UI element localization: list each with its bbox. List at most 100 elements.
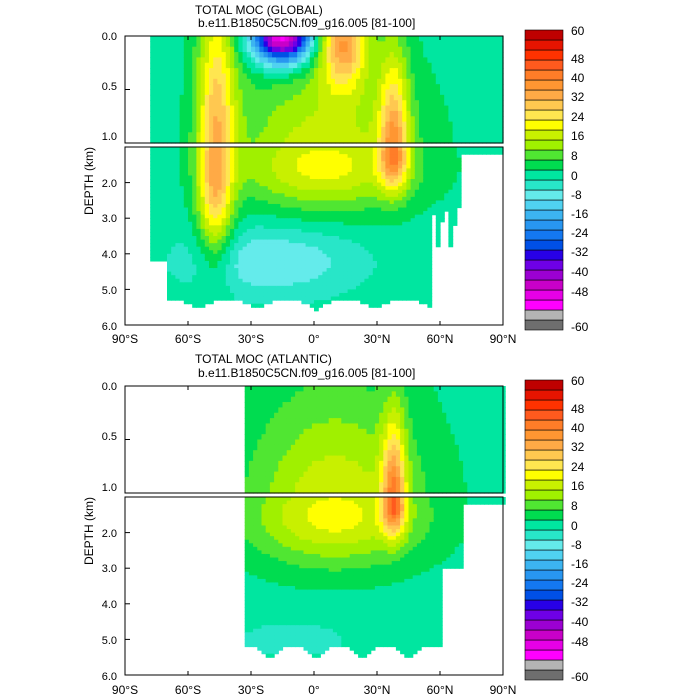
field-cell [297,214,302,219]
colorbar-box [524,69,564,81]
field-cell [213,246,218,251]
field-cell [167,296,172,301]
field-cell [221,84,227,91]
field-cell [343,84,349,91]
field-cell [347,203,353,209]
field-cell [326,168,332,173]
field-cell [335,264,340,269]
field-cell [398,253,403,258]
field-cell [314,196,319,201]
field-cell [330,186,336,191]
field-cell [179,154,185,159]
field-cell [188,193,193,198]
field-cell [419,189,424,194]
field-cell [261,450,267,457]
field-cell [297,168,302,173]
field-cell [213,179,218,184]
field-cell [225,46,231,53]
field-cell [213,89,218,96]
panel-atlantic-upper-field [124,385,506,494]
field-cell [414,193,420,198]
field-cell [188,260,193,266]
field-cell [402,243,407,248]
field-cell [410,110,416,117]
field-cell [356,52,361,58]
field-cell [440,179,445,184]
field-cell [356,214,361,219]
field-cell [427,268,433,273]
field-cell [242,282,248,287]
field-cell [276,203,281,209]
panel-global-xtick-label: 60°S [175,332,201,346]
field-cell [301,168,307,173]
field-cell [188,257,193,262]
field-cell [461,41,466,48]
field-cell [330,271,336,276]
field-cell [339,78,344,85]
field-cell [261,418,267,425]
field-cell [288,246,294,251]
field-cell [343,175,349,180]
field-cell [280,189,286,194]
field-cell [377,175,382,180]
field-cell [192,275,197,280]
field-cell [225,84,231,91]
field-cell [234,150,239,155]
field-cell [356,175,361,180]
field-cell [162,232,168,237]
field-cell [393,250,399,255]
field-cell [175,296,181,301]
field-cell [150,154,155,159]
field-cell [150,171,155,177]
field-cell [263,214,269,219]
field-cell [456,89,462,96]
field-cell [234,179,239,184]
field-cell [272,243,277,248]
field-cell [427,200,433,205]
field-cell [406,179,412,184]
field-cell [360,154,365,159]
field-cell [314,260,319,266]
field-cell [398,116,403,123]
field-cell [440,116,445,123]
field-cell [490,68,496,75]
field-cell [356,196,361,201]
field-cell [255,203,260,209]
field-cell [221,218,227,223]
field-cell [255,260,260,266]
field-cell [255,275,260,280]
field-cell [452,62,458,69]
field-cell [200,289,206,294]
field-cell [192,218,197,223]
field-cell [343,137,349,144]
field-cell [490,89,496,96]
field-cell [251,200,256,205]
field-cell [318,232,323,237]
field-cell [179,292,185,298]
field-cell [305,89,311,96]
field-cell [301,161,307,166]
field-cell [162,246,168,251]
field-cell [318,200,323,205]
field-cell [377,52,382,58]
field-cell [347,182,353,187]
field-cell [257,418,263,425]
field-cell [372,268,378,273]
field-cell [251,186,256,191]
field-cell [343,189,349,194]
field-cell [398,89,403,96]
field-cell [204,179,210,184]
field-cell [372,147,378,152]
field-cell [452,161,458,166]
field-cell [368,236,374,241]
field-cell [410,137,416,144]
field-cell [473,132,479,139]
field-cell [461,137,466,144]
field-cell [385,278,391,283]
field-cell [360,68,365,75]
field-cell [431,36,437,42]
field-cell [179,207,185,212]
field-cell [427,168,433,173]
field-cell [265,471,271,478]
field-cell [330,246,336,251]
